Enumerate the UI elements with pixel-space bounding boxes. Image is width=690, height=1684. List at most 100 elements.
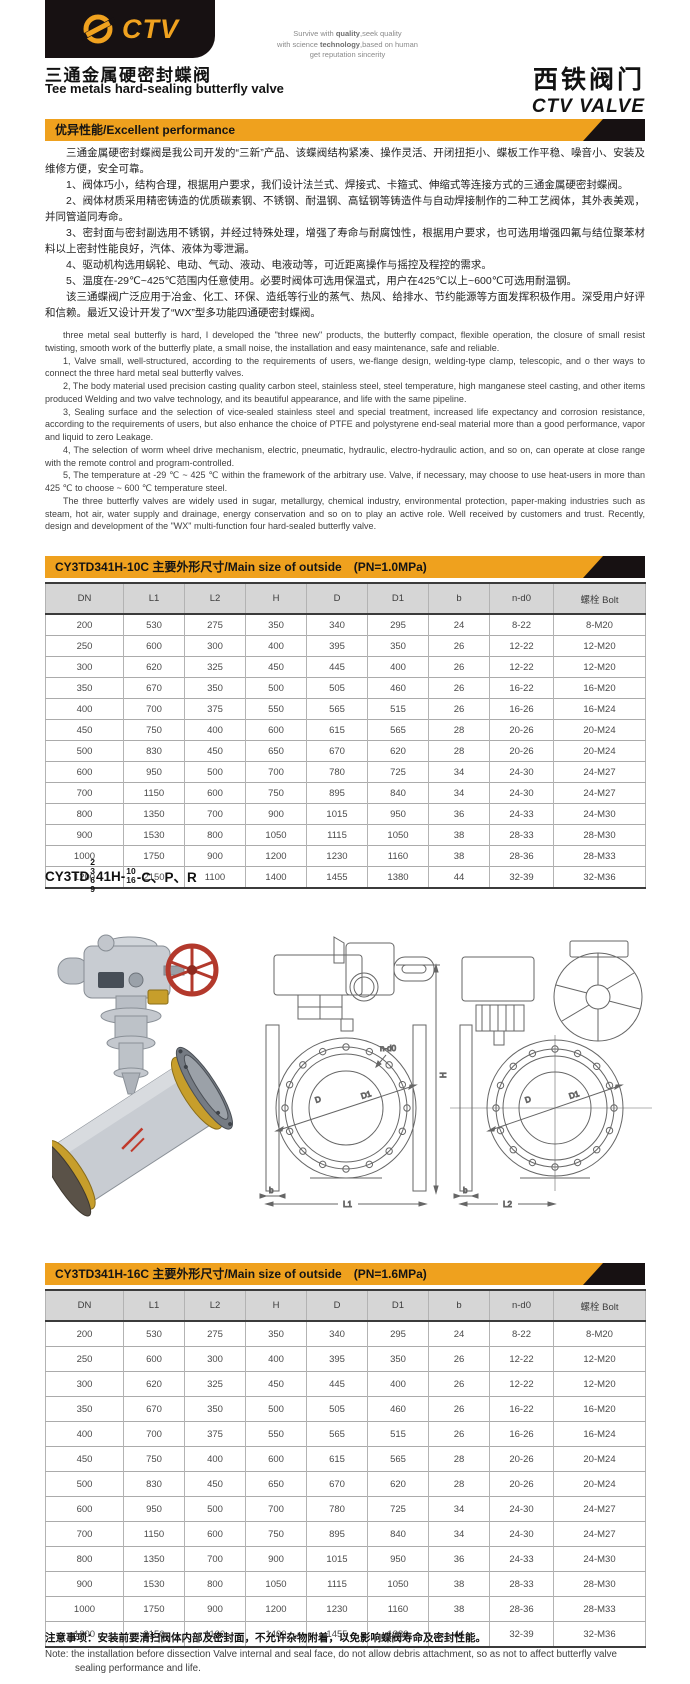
column-header: L1 (123, 583, 185, 615)
table-cell: 16-26 (489, 1421, 554, 1447)
table-cell: 1380 (367, 1621, 429, 1647)
paragraph: 2、阀体材质采用精密铸造的优质碳素钢、不锈钢、耐温钢、高锰钢等铸造件与自动焊接制… (45, 194, 645, 223)
table-cell: 1230 (306, 1596, 368, 1622)
table-cell: 26 (428, 1346, 490, 1372)
table-cell: 28 (428, 719, 490, 741)
table-cell: 24-30 (489, 761, 554, 783)
ctv-logo-icon (81, 14, 115, 44)
table-cell: 44 (428, 866, 490, 888)
stack-digit: 16 (126, 875, 136, 885)
table-cell: 700 (45, 782, 124, 804)
table-cell: 500 (184, 761, 246, 783)
table-cell: 650 (245, 1471, 307, 1497)
table-cell: 20-M24 (553, 740, 646, 762)
table-cell: 395 (306, 635, 368, 657)
section-bar-performance: 优异性能/Excellent performance (45, 119, 645, 141)
table-cell: 34 (428, 761, 490, 783)
table-cell: 950 (367, 1546, 429, 1572)
ctv-logo: CTV (45, 0, 215, 58)
table-cell: 450 (184, 1471, 246, 1497)
table-cell: 460 (367, 677, 429, 699)
table-cell: 1350 (123, 1546, 185, 1572)
table-cell: 840 (367, 1521, 429, 1547)
table-cell: 28-M30 (553, 1571, 646, 1597)
table-cell: 350 (245, 1320, 307, 1347)
svg-text:n-d0: n-d0 (380, 1044, 397, 1053)
table-cell: 2150 (123, 1621, 185, 1647)
table-cell: 500 (45, 740, 124, 762)
stack-digit: 9 (90, 884, 95, 894)
bar-end-decoration (583, 1263, 645, 1285)
column-header: D1 (367, 583, 429, 615)
size-table-2-wrap: DN L1 L2 H D D1 b n-d0 螺栓 Bolt 200 530 275 350 340 295… (45, 1289, 646, 1648)
table-cell: 700 (245, 761, 307, 783)
table-cell: 800 (184, 824, 246, 846)
table-cell: 1380 (367, 866, 429, 888)
table-header-row: DN L1 L2 H D D1 b n-d0 螺栓 Bolt (45, 1290, 646, 1322)
table-cell: 400 (184, 719, 246, 741)
table-cell: 24-33 (489, 803, 554, 825)
table-cell: 1150 (123, 1521, 185, 1547)
bolt-holes (281, 1043, 411, 1173)
column-header: H (245, 1290, 307, 1322)
brand-name-cn: 西铁阀门 (532, 66, 645, 94)
note-en: Note: the installation before dissection… (45, 1649, 617, 1674)
column-header: b (428, 1290, 490, 1322)
table-cell: 1160 (367, 845, 429, 867)
table-cell: 400 (367, 1371, 429, 1397)
table-cell: 8-22 (489, 613, 554, 636)
table-cell: 20-26 (489, 1446, 554, 1472)
table-cell: 800 (45, 1546, 124, 1572)
table-cell: 28 (428, 1471, 490, 1497)
size-table-pn16: DN L1 L2 H D D1 b n-d0 螺栓 Bolt 200 530 275 350 340 295… (45, 1289, 646, 1648)
table-cell: 26 (428, 656, 490, 678)
table-cell: 950 (367, 803, 429, 825)
svg-text:L1: L1 (343, 1200, 352, 1209)
table-cell: 830 (123, 1471, 185, 1497)
table-cell: 24-M27 (553, 1496, 646, 1522)
table-row: 450 750 400 600 615 565 28 20-26 20-M24 (45, 1446, 646, 1472)
svg-text:b: b (269, 1186, 274, 1195)
table-cell: 460 (367, 1396, 429, 1422)
table-cell: 400 (184, 1446, 246, 1472)
table-cell: 12-22 (489, 635, 554, 657)
table-cell: 250 (45, 1346, 124, 1372)
svg-text:H: H (439, 1072, 448, 1078)
model-code-stack2: 10 16 (126, 867, 135, 885)
table-cell: 450 (45, 1446, 124, 1472)
table-row: 350 670 350 500 505 460 26 16-22 16-M20 (45, 677, 646, 699)
footer-note: 注意事项：安装前要清扫阀体内部及密封面，不允许杂物附着，以免影响蝶阀寿命及密封性… (45, 1630, 645, 1675)
table-cell: 200 (45, 613, 124, 636)
column-header: L1 (123, 1290, 185, 1322)
paragraph: 3、密封面与密封副选用不锈钢，并经过特殊处理，增强了寿命与耐腐蚀性，根据用户要求… (45, 226, 645, 255)
table-cell: 515 (367, 1421, 429, 1447)
table-cell: 1115 (306, 824, 368, 846)
table-cell: 12-M20 (553, 656, 646, 678)
table-cell: 515 (367, 698, 429, 720)
table-cell: 900 (184, 1596, 246, 1622)
table-cell: 36 (428, 803, 490, 825)
page-title-en: Tee metals hard-sealing butterfly valve (45, 81, 284, 96)
table-cell: 38 (428, 1596, 490, 1622)
table-row: 900 1530 800 1050 1115 1050 38 28-33 28-M30 (45, 1571, 646, 1597)
paragraph: 1, Valve small, well-structured, accordi… (45, 355, 645, 379)
paragraph: 4, The selection of worm wheel drive mec… (45, 444, 645, 468)
column-header: L2 (184, 1290, 246, 1322)
table-cell: 1050 (367, 824, 429, 846)
table-cell: 24 (428, 1320, 490, 1347)
table-cell: 1400 (245, 866, 307, 888)
table-cell: 350 (45, 677, 124, 699)
table-cell: 1100 (184, 1621, 246, 1647)
table-row: 600 950 500 700 780 725 34 24-30 24-M27 (45, 1496, 646, 1522)
table-row: 350 670 350 500 505 460 26 16-22 16-M20 (45, 1396, 646, 1422)
table-cell: 620 (367, 1471, 429, 1497)
column-header: n-d0 (489, 583, 554, 615)
paragraph: three metal seal butterfly is hard, I de… (45, 330, 645, 353)
table-cell: 325 (184, 1371, 246, 1397)
table-cell: 1200 (245, 845, 307, 867)
table-cell: 38 (428, 845, 490, 867)
table-cell: 400 (45, 698, 124, 720)
table-row: 400 700 375 550 565 515 26 16-26 16-M24 (45, 698, 646, 720)
table-cell: 600 (184, 782, 246, 804)
